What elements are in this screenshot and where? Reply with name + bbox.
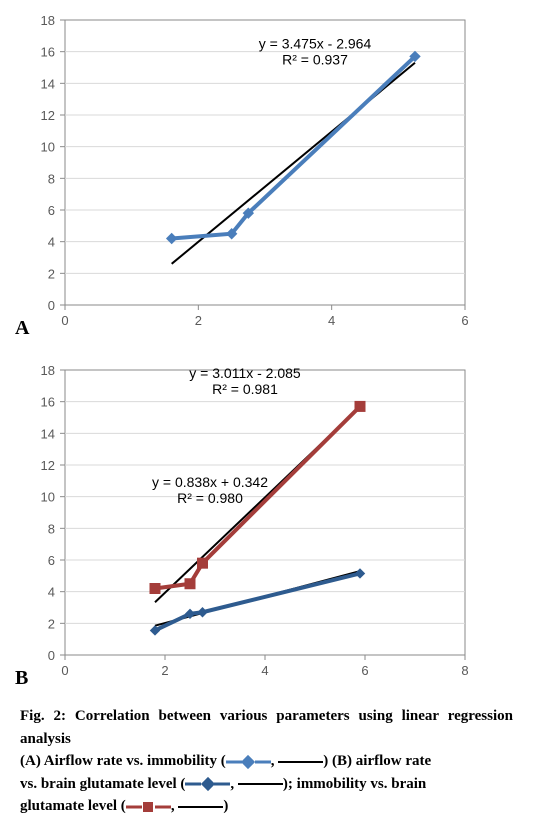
caption-text: glutamate level (: [20, 798, 126, 814]
svg-text:14: 14: [41, 426, 55, 441]
panel-a-label: A: [15, 317, 29, 340]
legend-darkblue-diamond: [185, 776, 230, 792]
svg-text:R² = 0.981: R² = 0.981: [212, 381, 278, 397]
svg-text:10: 10: [41, 140, 55, 155]
panel-b-label: B: [15, 667, 28, 690]
svg-text:2: 2: [48, 266, 55, 281]
svg-text:18: 18: [41, 363, 55, 378]
svg-text:0: 0: [48, 298, 55, 313]
svg-text:16: 16: [41, 395, 55, 410]
legend-black-line-1: [278, 754, 323, 770]
svg-text:6: 6: [361, 663, 368, 678]
svg-text:4: 4: [48, 235, 55, 250]
chart-a: 0 2 4 6 8 10 12 14 16 18 0 2 4 6 y = 3.475x - 2.964R² …: [10, 10, 480, 330]
legend-red-square: [126, 799, 171, 815]
sep: ,: [230, 776, 238, 792]
caption-title: Fig. 2: Correlation between various para…: [20, 705, 513, 750]
svg-text:0: 0: [61, 313, 68, 328]
svg-text:8: 8: [461, 663, 468, 678]
svg-text:4: 4: [261, 663, 268, 678]
svg-text:R² = 0.937: R² = 0.937: [282, 52, 348, 68]
svg-text:4: 4: [328, 313, 335, 328]
svg-text:8: 8: [48, 521, 55, 536]
svg-text:16: 16: [41, 45, 55, 60]
svg-text:R² = 0.980: R² = 0.980: [177, 490, 243, 506]
sep: ,: [171, 798, 179, 814]
svg-text:6: 6: [48, 203, 55, 218]
sep: ,: [271, 753, 279, 769]
svg-text:18: 18: [41, 13, 55, 28]
caption-line-1: (A) Airflow rate vs. immobility (, ) (B)…: [20, 750, 513, 773]
caption-line-3: glutamate level (, ): [20, 795, 513, 818]
svg-text:y = 0.838x + 0.342: y = 0.838x + 0.342: [152, 474, 268, 490]
svg-text:0: 0: [61, 663, 68, 678]
chart-a-container: 0 2 4 6 8 10 12 14 16 18 0 2 4 6 y = 3.475x - 2.964R² …: [10, 10, 523, 335]
svg-text:2: 2: [48, 616, 55, 631]
svg-text:8: 8: [48, 171, 55, 186]
caption-text: ) (B) airflow rate: [323, 753, 431, 769]
svg-text:2: 2: [195, 313, 202, 328]
svg-text:y = 3.475x - 2.964: y = 3.475x - 2.964: [259, 36, 372, 52]
svg-text:4: 4: [48, 585, 55, 600]
svg-text:0: 0: [48, 648, 55, 663]
svg-text:14: 14: [41, 76, 55, 91]
svg-text:6: 6: [48, 553, 55, 568]
caption-line-2: vs. brain glutamate level (, ); immobili…: [20, 773, 513, 796]
legend-black-line-2: [238, 776, 283, 792]
legend-black-line-3: [178, 799, 223, 815]
caption-text: vs. brain glutamate level (: [20, 776, 185, 792]
caption-text: ); immobility vs. brain: [283, 776, 426, 792]
svg-text:10: 10: [41, 490, 55, 505]
svg-text:12: 12: [41, 108, 55, 123]
svg-text:6: 6: [461, 313, 468, 328]
chart-b: 02468101214161802468y = 3.011x - 2.085R²…: [10, 360, 480, 680]
legend-blue-diamond: [226, 754, 271, 770]
figure-caption: Fig. 2: Correlation between various para…: [10, 705, 523, 818]
svg-text:12: 12: [41, 458, 55, 473]
svg-text:y = 3.011x - 2.085: y = 3.011x - 2.085: [189, 365, 301, 381]
caption-text: (A) Airflow rate vs. immobility (: [20, 753, 226, 769]
svg-text:2: 2: [161, 663, 168, 678]
caption-text: ): [223, 798, 228, 814]
chart-b-container: 02468101214161802468y = 3.011x - 2.085R²…: [10, 360, 523, 685]
